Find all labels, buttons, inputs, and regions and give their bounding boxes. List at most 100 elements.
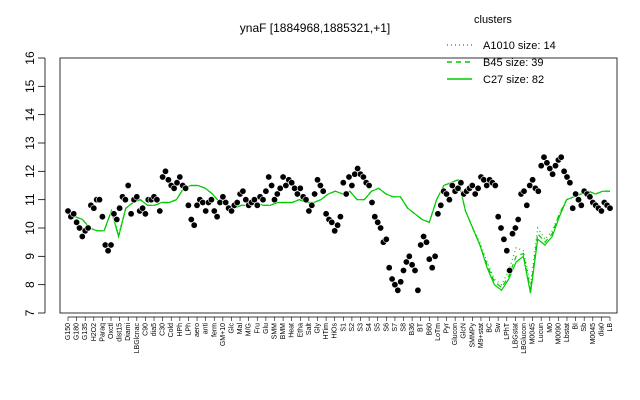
data-point [374,218,382,226]
data-point [239,187,247,195]
x-tick-label: Diami [125,323,132,341]
x-tick-label: Salt [306,323,313,335]
x-tick-label: M0 [547,323,554,333]
data-point [302,196,310,204]
data-point [173,179,181,187]
data-point [471,190,479,198]
x-tick-label: Cold [168,323,175,338]
data-point [233,199,241,207]
data-point [184,201,192,209]
x-tick-label: Sb [581,323,588,332]
data-points [64,153,614,294]
x-tick-label: LPhT [504,322,511,339]
data-point [560,167,568,175]
data-point [382,235,390,243]
data-point [313,176,321,184]
data-point [494,213,502,221]
data-point [73,218,81,226]
data-point [546,165,554,173]
x-tick-label: SMM [271,323,278,340]
data-point [543,159,551,167]
x-tick-label: BT [418,322,425,332]
data-point [540,153,548,161]
legend: clusters A1010 size: 14 B45 size: 39 C27… [447,14,556,86]
x-tick-label: anti [203,323,210,335]
data-point [156,207,164,215]
y-tick-label: 16 [23,51,37,65]
data-point [442,190,450,198]
x-tick-label: B60 [426,323,433,336]
data-point [334,221,342,229]
data-point [322,210,330,218]
data-point [408,261,416,269]
legend-label-c27: C27 size: 82 [483,74,544,86]
x-tick-label: S5 [375,323,382,332]
data-point [431,252,439,260]
data-point [222,199,230,207]
data-point [586,193,594,201]
x-tick-label: BC [487,323,494,333]
data-point [385,264,393,272]
x-tick-label: LPh [185,323,192,336]
data-point [402,258,410,266]
x-tick-label: dist15 [117,323,124,342]
data-point [187,216,195,224]
x-tick-label: S7 [392,323,399,332]
x-tick-label: S3 [358,323,365,332]
x-tick-label: Mal [237,323,244,335]
data-point [305,207,313,215]
x-tick-label: M9+stat [478,323,485,348]
data-point [207,196,215,204]
data-point [116,204,124,212]
x-tick-label: M0045 [530,323,537,345]
data-point [78,233,86,241]
data-point [107,241,115,249]
x-tick-label: M0090 [555,323,562,345]
data-point [491,182,499,190]
data-point [121,196,129,204]
plot-frame [59,57,618,314]
data-point [457,179,465,187]
x-tick-label: Fru [254,323,261,334]
data-point [606,204,614,212]
data-point [391,281,399,289]
data-point [434,210,442,218]
x-tick-label: BMM [280,323,287,340]
data-point [557,153,565,161]
data-point [437,201,445,209]
data-point [288,179,296,187]
x-tick-label: Pyr [444,322,451,333]
x-tick-label: G135 [82,323,89,340]
data-point [110,210,118,218]
x-tick-label: LBGstat [512,323,519,348]
data-point [526,182,534,190]
y-tick-label: 7 [23,309,37,316]
data-point [448,182,456,190]
data-point [213,213,221,221]
data-point [202,207,210,215]
data-point [411,266,419,274]
x-tick-label: GlcN [461,323,468,339]
data-point [497,224,505,232]
x-tick-label: S2 [349,323,356,332]
x-tick-label: S8 [401,323,408,332]
x-tick-label: LBGlcnac [134,323,141,354]
data-point [176,173,184,181]
x-tick-label: SMMPy [469,323,476,348]
data-point [76,224,84,232]
legend-label-a1010: A1010 size: 14 [483,40,556,52]
x-tick-label: H2O2 [91,323,98,341]
data-point [98,213,106,221]
data-point [159,173,167,181]
data-point [162,167,170,175]
x-tick-label: HPh [177,323,184,337]
data-point [549,170,557,178]
data-point [368,199,376,207]
legend-title: clusters [474,14,512,26]
y-tick-label: 14 [23,108,37,122]
data-point [523,201,531,209]
x-tick-label: Paraq [99,323,106,342]
data-point [345,173,353,181]
data-point [445,196,453,204]
